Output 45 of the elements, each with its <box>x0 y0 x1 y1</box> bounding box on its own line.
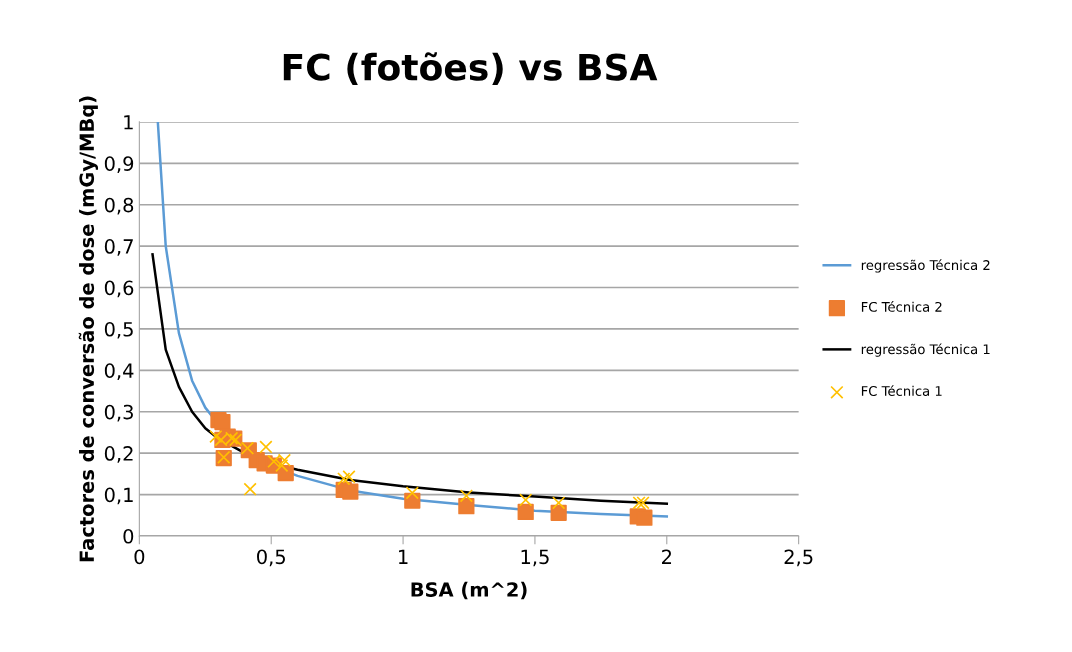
y-tick-label: 1 <box>124 115 133 130</box>
point <box>275 458 289 473</box>
y-axis-title: Factores de conversão de dose (mGy/MBq) <box>78 96 99 562</box>
x-tick-label: 0,5 <box>257 549 285 567</box>
point <box>550 504 567 521</box>
x-tick-label: 2,5 <box>784 549 813 567</box>
y-tick-label: 0,2 <box>104 446 133 463</box>
point <box>517 503 534 521</box>
point <box>342 483 359 500</box>
point <box>636 496 650 510</box>
point <box>552 496 566 510</box>
line-series <box>151 253 669 505</box>
y-tick-label: 0,8 <box>104 197 134 215</box>
x-tick-label: 2 <box>662 549 672 564</box>
y-tick-label: 0,1 <box>104 487 133 505</box>
y-tick-label: 0,5 <box>104 321 133 339</box>
y-tick-label: 0,9 <box>104 156 134 173</box>
point <box>632 496 646 510</box>
point <box>636 509 653 526</box>
legend-label: FC Técnica 2 <box>861 301 942 312</box>
line-series <box>156 121 669 518</box>
point <box>243 482 257 496</box>
y-tick-label: 0,3 <box>104 404 133 422</box>
x-tick-label: 1,5 <box>521 549 549 567</box>
point <box>458 498 475 515</box>
point <box>405 486 419 500</box>
x-tick-label: 0 <box>134 549 145 565</box>
y-tick-label: 0,6 <box>104 280 134 298</box>
point <box>337 472 351 486</box>
legend-label: FC Técnica 1 <box>861 385 942 396</box>
y-tick-label: 0,4 <box>104 363 134 380</box>
legend-label: regressão Técnica 2 <box>861 259 990 273</box>
point <box>519 493 533 507</box>
x-tick-label: 1 <box>399 549 408 564</box>
point <box>259 440 273 454</box>
point <box>209 429 223 444</box>
point <box>342 470 356 484</box>
x-axis-title: BSA (m^2) <box>411 581 527 600</box>
legend-label: regressão Técnica 1 <box>861 343 990 357</box>
point <box>214 413 231 431</box>
point <box>459 489 474 503</box>
chart-title: FC (fotões) vs BSA <box>283 52 658 86</box>
point <box>240 441 255 455</box>
y-tick-label: 0 <box>123 528 134 544</box>
y-tick-label: 0,7 <box>104 239 133 256</box>
